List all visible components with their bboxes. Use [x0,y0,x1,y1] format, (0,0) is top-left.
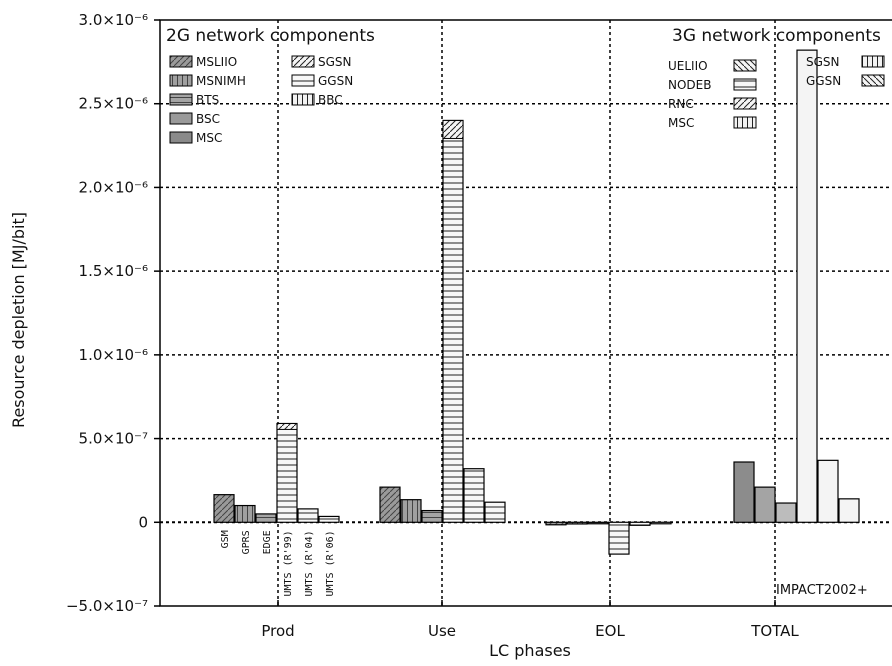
legend-label: NODEB [668,78,711,92]
bar [463,468,485,523]
bars [213,49,860,555]
legend-label: UELIIO [668,59,708,73]
legend-label: SGSN [806,55,840,69]
legend-swatch [169,112,193,125]
bar [545,521,567,526]
legend-label: MSC [196,131,222,145]
legend-swatch [733,116,757,129]
legend-swatch [733,59,757,72]
legend-3g-title: 3G network components [672,26,881,46]
bar [297,508,319,523]
technology-label: GSM [220,530,231,548]
legend-swatch [169,74,193,87]
legend-swatch [291,74,315,87]
y-axis-label: Resource depletion [MJ/bit] [9,212,28,428]
legend-swatch [291,93,315,106]
technology-label: EDGE [262,530,273,554]
legend-swatch [733,97,757,110]
bar [650,521,672,525]
x-axis-ticks: Prod Use EOL TOTAL [261,600,799,640]
x-axis-label: LC phases [489,641,571,660]
bar [318,515,340,523]
technology-label: UMTS (R'04) [304,530,315,596]
bar [255,513,277,523]
x-tick-label: TOTAL [750,622,799,640]
x-tick-label: Prod [261,622,294,640]
bar [213,494,235,523]
legend-label: MSLIIO [196,55,237,69]
y-tick-label: 0 [138,513,148,531]
bar [775,502,797,523]
y-tick-label: 1.5×10⁻⁶ [79,262,148,280]
legend-label: BSC [196,112,220,126]
bar [276,422,298,523]
bar [566,521,588,525]
y-axis-ticks: −5.0×10⁻⁷ 0 5.0×10⁻⁷ 1.0×10⁻⁶ 1.5×10⁻⁶ 2.0×10… [66,11,160,615]
bar [629,521,651,526]
method-annotation: IMPACT2002+ [776,583,868,598]
legend-label: BBC [318,93,343,107]
y-tick-label: 2.0×10⁻⁶ [79,178,148,196]
y-tick-label: −5.0×10⁻⁷ [66,597,148,615]
bar [754,486,776,523]
bar [587,521,609,525]
y-tick-label: 1.0×10⁻⁶ [79,346,148,364]
bar [379,486,401,523]
legend-label: SGSN [318,55,352,69]
bar-segment [442,119,464,139]
legend-label: BTS [196,93,219,107]
legend-2g: 2G network components MSLIIO MSNIMH BTS BSC… [166,26,375,145]
legend-3g: 3G network components UELIIO NODEB RNC MSC S… [668,26,885,130]
y-tick-label: 2.5×10⁻⁶ [79,95,148,113]
y-tick-label: 3.0×10⁻⁶ [79,11,148,29]
bar [234,504,256,523]
x-tick-label: EOL [595,622,625,640]
bar [838,498,860,523]
legend-swatch [861,74,885,87]
bar-segment [276,423,298,430]
legend-swatch [169,55,193,68]
bar [608,521,630,555]
legend-swatch [169,93,193,106]
x-tick-label: Use [428,622,456,640]
technology-label: UMTS (R'99) [283,530,294,596]
bar [796,49,818,523]
legend-label: GGSN [318,74,353,88]
legend-swatch [169,131,193,144]
bar [400,499,422,523]
bar [442,119,464,523]
legend-swatch [861,55,885,68]
legend-swatch [733,78,757,91]
y-tick-label: 5.0×10⁻⁷ [79,430,148,448]
bar [421,509,443,523]
technology-label: GPRS [241,530,252,554]
bar [484,501,506,523]
legend-label: MSC [668,116,694,130]
technology-label: UMTS (R'06) [325,530,336,596]
technology-labels: GSM GPRS EDGE UMTS (R'99) UMTS (R'04) UMTS (R… [220,530,336,596]
legend-swatch [291,55,315,68]
bar [817,459,839,523]
legend-2g-title: 2G network components [166,26,375,46]
bar [733,461,755,523]
legend-label: MSNIMH [196,74,246,88]
legend-label: GGSN [806,74,841,88]
legend-label: RNC [668,97,694,111]
